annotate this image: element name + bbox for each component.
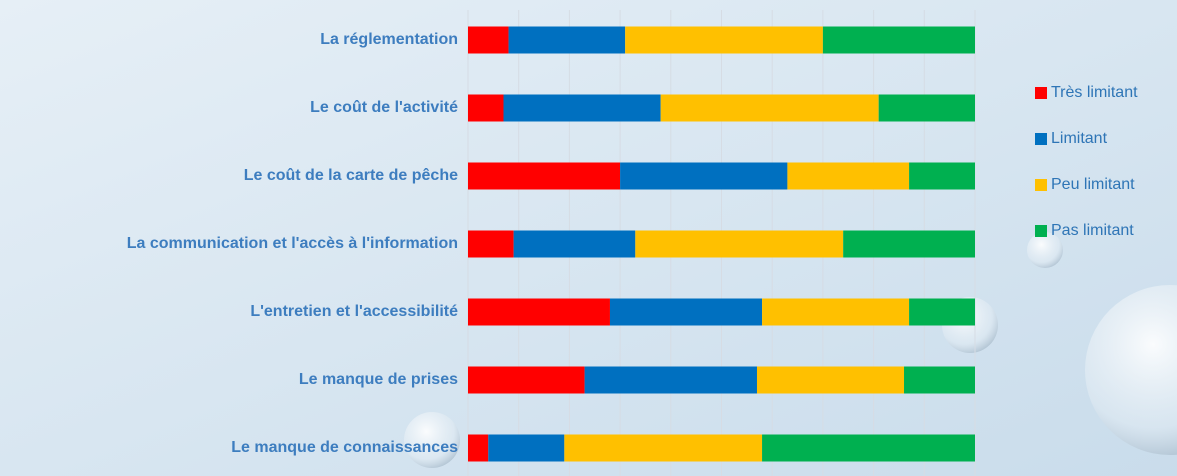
bubble <box>404 412 460 468</box>
bubble <box>1085 285 1177 455</box>
bar-segment <box>635 230 844 258</box>
bar-segment <box>468 366 585 394</box>
bar-segment <box>584 366 757 394</box>
bar-segment <box>488 434 565 462</box>
bar-segment <box>762 434 975 462</box>
bar-segment <box>503 94 661 122</box>
legend-label: Peu limitant <box>1051 176 1135 193</box>
bar-segment <box>787 162 910 190</box>
bar-segment <box>468 298 610 326</box>
category-label: La réglementation <box>320 31 458 48</box>
legend-label: Pas limitant <box>1051 222 1134 239</box>
bar-segment <box>508 26 626 54</box>
legend-swatch <box>1035 133 1047 145</box>
category-label: Le manque de prises <box>299 371 458 388</box>
category-label: La communication et l'accès à l'informat… <box>127 235 458 252</box>
legend-label: Très limitant <box>1051 84 1138 101</box>
bar-segment <box>822 26 975 54</box>
category-label: Le coût de l'activité <box>310 99 458 116</box>
bar-segment <box>756 366 905 394</box>
bar-segment <box>878 94 975 122</box>
category-label: Le manque de connaissances <box>231 439 458 456</box>
bar-segment <box>513 230 636 258</box>
category-label: L'entretien et l'accessibilité <box>250 303 458 320</box>
category-label: Le coût de la carte de pêche <box>244 167 458 184</box>
legend-swatch <box>1035 225 1047 237</box>
bar-segment <box>468 94 504 122</box>
bar-segment <box>468 230 514 258</box>
legend-label: Limitant <box>1051 130 1108 147</box>
bar-segment <box>625 26 823 54</box>
bar-segment <box>843 230 975 258</box>
bar-segment <box>468 434 489 462</box>
bar-segment <box>564 434 763 462</box>
bar-segment <box>609 298 763 326</box>
bar-segment <box>620 162 788 190</box>
bar-segment <box>468 162 621 190</box>
legend-swatch <box>1035 87 1047 99</box>
legend-swatch <box>1035 179 1047 191</box>
bar-segment <box>762 298 910 326</box>
bubble <box>1027 232 1063 268</box>
bar-segment <box>909 162 975 190</box>
bar-segment <box>660 94 879 122</box>
bar-segment <box>904 366 975 394</box>
bar-segment <box>468 26 509 54</box>
bar-segment <box>909 298 975 326</box>
